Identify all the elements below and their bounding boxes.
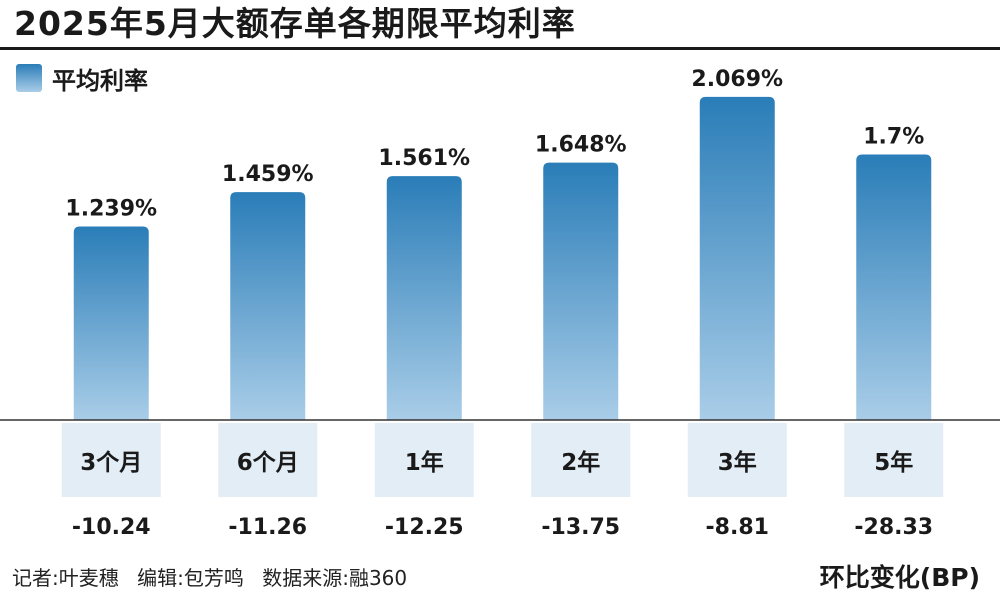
bar-2 bbox=[230, 192, 306, 420]
category-label: 3年 bbox=[718, 449, 757, 476]
legend-swatch bbox=[16, 64, 42, 92]
change-label: 环比变化(BP) bbox=[819, 563, 980, 592]
category-box bbox=[531, 423, 631, 497]
footer-reporter: 记者:叶麦穗 bbox=[12, 566, 119, 590]
category-box bbox=[374, 423, 474, 497]
bar-3 bbox=[386, 176, 462, 420]
bar-value-label: 1.561% bbox=[378, 146, 470, 171]
bar-value-label: 1.239% bbox=[65, 196, 157, 221]
bar-value-label: 1.459% bbox=[222, 162, 314, 187]
bar-value-label: 1.648% bbox=[535, 133, 627, 158]
footer-editor: 编辑:包芳鸣 bbox=[137, 566, 244, 590]
bar-5 bbox=[699, 96, 775, 420]
category-label: 5年 bbox=[874, 449, 913, 476]
category-label: 3个月 bbox=[80, 450, 142, 476]
category-label: 6个月 bbox=[237, 450, 299, 476]
legend: 平均利率 bbox=[16, 62, 148, 95]
change-value: -11.26 bbox=[228, 515, 307, 540]
bar-4 bbox=[543, 162, 619, 420]
change-value: -8.81 bbox=[706, 515, 769, 540]
footer-credits: 记者:叶麦穗 编辑:包芳鸣 数据来源:融360 bbox=[12, 562, 419, 591]
category-label: 1年 bbox=[405, 449, 444, 476]
change-value: -10.24 bbox=[72, 515, 151, 540]
category-box bbox=[687, 423, 787, 497]
footer-source: 数据来源:融360 bbox=[262, 566, 408, 590]
bar-value-label: 2.069% bbox=[691, 67, 783, 92]
chart-title: 2025年5月大额存单各期限平均利率 bbox=[14, 4, 576, 43]
change-value: -12.25 bbox=[385, 515, 464, 540]
change-value: -28.33 bbox=[854, 515, 933, 540]
category-label: 2年 bbox=[561, 449, 600, 476]
category-box bbox=[844, 423, 944, 497]
bar-6 bbox=[856, 154, 932, 420]
change-value: -13.75 bbox=[541, 515, 620, 540]
category-box bbox=[218, 423, 318, 497]
bar-value-label: 1.7% bbox=[863, 124, 924, 149]
title-divider bbox=[0, 47, 1000, 50]
legend-label: 平均利率 bbox=[52, 66, 148, 95]
category-box bbox=[61, 423, 161, 497]
bar-1 bbox=[73, 226, 149, 420]
